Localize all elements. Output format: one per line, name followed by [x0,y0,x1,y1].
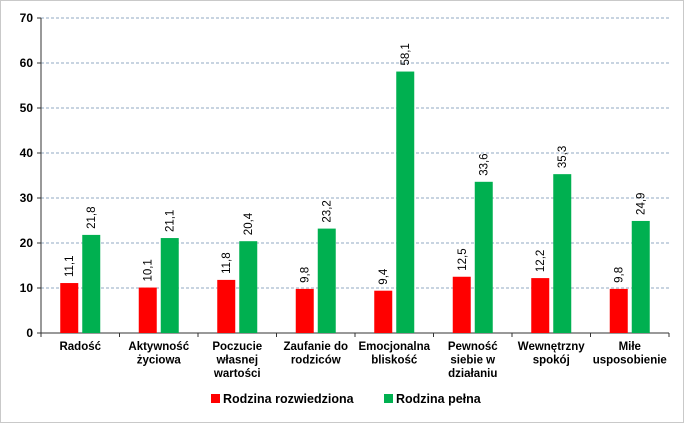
data-label: 21,8 [86,207,98,229]
data-label: 24,9 [636,193,648,215]
bar-rozwiedziona [217,279,236,333]
bar-rozwiedziona [452,276,471,333]
bar-rozwiedziona [60,283,79,333]
data-label: 9,8 [614,267,626,283]
category-label-line: Emocjonalna [358,341,430,353]
data-label: 12,2 [535,250,547,272]
bar-rozwiedziona [138,287,157,333]
data-label: 12,5 [457,248,469,270]
bar-rozwiedziona [531,278,550,333]
category-label-line: bliskość [371,355,418,367]
bar-pelna [553,174,572,333]
legend-label: Rodzina rozwiedziona [223,392,355,406]
bar-pelna [631,220,650,333]
category-label: Poczucie własnej wartości [212,341,262,380]
category-label: Zaufanie do rodziców [283,341,348,367]
legend-label: Rodzina pełna [396,392,482,406]
y-tick-label: 30 [20,191,34,205]
y-tick-label: 70 [20,11,34,25]
category-label-line: własnej [215,355,258,367]
bars [60,71,650,334]
category-label-line: Aktywność [128,341,189,353]
bar-pelna [396,71,415,334]
category-label: Aktywność życiowa [128,341,189,367]
data-label: 20,4 [243,212,255,235]
data-labels: 11,1 21,8 10,1 21,1 11,8 20,4 9,8 23,2 9,4 58,1 12… [64,43,648,285]
y-tick-label: 0 [26,326,33,340]
category-label-line: Wewnętrzny [518,341,585,353]
category-label-line: usposobienie [593,355,667,367]
category-label-line: Miłe [619,341,641,353]
category-label: Emocjonalna bliskość [358,341,430,367]
data-label: 33,6 [479,153,491,175]
data-label: 9,8 [300,267,312,283]
bar-rozwiedziona [374,290,393,333]
axes: 0 10 20 30 40 50 60 70 [20,11,670,340]
category-label-line: rodziców [291,355,341,367]
bar-pelna [160,238,179,333]
data-label: 9,4 [378,268,390,285]
y-tick-label: 40 [20,146,34,160]
category-label: Miłe usposobienie [593,341,667,367]
category-label-line: Poczucie [212,341,262,353]
data-label: 23,2 [322,200,334,222]
category-label: Radość [59,341,101,353]
legend: Rodzina rozwiedziona Rodzina pełna [211,392,482,406]
bar-pelna [474,181,493,333]
bar-rozwiedziona [295,288,314,333]
y-tick-label: 10 [20,281,34,295]
y-tick-label: 60 [20,56,34,70]
category-label-line: spokój [533,355,570,367]
data-label: 10,1 [143,259,155,281]
gridlines [41,17,669,289]
category-label-line: życiowa [137,355,182,367]
category-label-line: wartości [213,368,261,380]
category-label-line: Pewność [448,341,498,353]
y-tick-label: 50 [20,101,34,115]
category-label: Wewnętrzny spokój [518,341,585,367]
bar-pelna [82,234,101,333]
data-label: 21,1 [165,210,177,232]
data-label: 35,3 [557,146,569,168]
category-label-line: Zaufanie do [283,341,348,353]
bar-rozwiedziona [609,288,628,333]
legend-swatch [384,394,393,403]
legend-swatch [211,394,220,403]
data-label: 58,1 [400,43,412,65]
category-labels: Radość Aktywność życiowa Poczucie własnej war… [59,341,666,380]
bar-pelna [239,241,258,333]
data-label: 11,8 [221,252,233,274]
category-label: Pewność siebie w działaniu [448,341,498,380]
category-label-line: siebie w [450,355,495,367]
data-label: 11,1 [64,256,76,278]
y-tick-label: 20 [20,236,34,250]
category-label-line: działaniu [448,368,497,380]
category-label-line: Radość [59,341,101,353]
bar-pelna [317,228,336,333]
